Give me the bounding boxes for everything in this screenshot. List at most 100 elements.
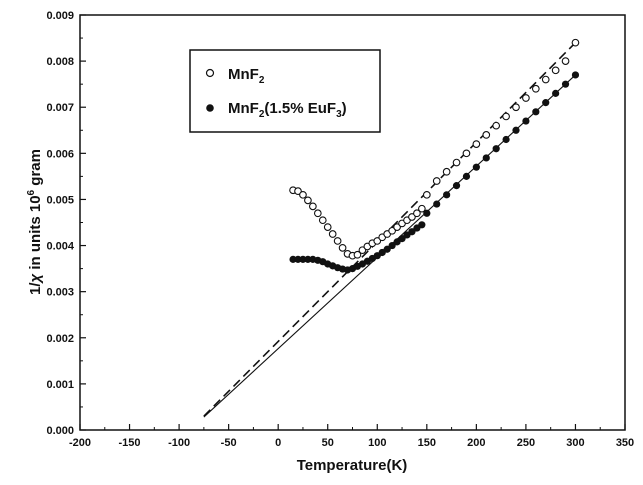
legend-2-sub: 2	[259, 109, 265, 120]
filled-circle-point	[482, 154, 490, 162]
legend-filled-circle-marker	[206, 104, 214, 112]
x-tick-label: 0	[275, 437, 281, 449]
x-tick-label: 250	[517, 437, 535, 449]
open-circle-point	[328, 230, 337, 238]
open-circle-point	[388, 226, 396, 235]
filled-circle-point	[472, 163, 480, 171]
x-tick-label: 150	[418, 437, 436, 449]
legend-box	[189, 49, 381, 133]
filled-circle-point	[492, 145, 500, 153]
open-circle-point	[551, 66, 560, 75]
open-circle-point	[309, 202, 317, 211]
y-tick-label: 0.009	[46, 10, 74, 22]
y-tick-label: 0.002	[46, 333, 74, 345]
filled-circle-point	[398, 235, 406, 243]
y-axis-title: 1/χ in units 106 gram	[26, 149, 44, 295]
open-circle-point	[338, 244, 347, 252]
open-circle-point	[561, 57, 570, 65]
open-circle-point	[482, 131, 491, 139]
x-tick-label: 50	[322, 437, 334, 449]
x-tick-label: 300	[566, 437, 584, 449]
open-circle-point	[492, 121, 501, 130]
open-circle-point	[462, 149, 471, 158]
filled-circle-point	[542, 99, 550, 107]
open-circle-point	[522, 94, 530, 102]
filled-circle-point	[502, 135, 510, 144]
filled-circle-point	[452, 182, 461, 190]
x-tick-label: -150	[119, 437, 141, 449]
filled-circle-point	[552, 89, 560, 97]
legend-label-mnf2: MnF2	[228, 66, 265, 86]
y-tick-label: 0.004	[46, 241, 74, 253]
filled-circle-point	[418, 221, 426, 229]
legend-1-base: MnF	[228, 66, 259, 83]
open-circle-point	[502, 112, 510, 121]
open-circle-point	[353, 250, 362, 259]
x-tick-label: 350	[616, 437, 634, 449]
open-circle-point	[422, 190, 431, 199]
filled-circle-point	[294, 255, 302, 263]
open-circle-point	[472, 140, 481, 148]
legend-label-mnf2-eu: MnF2(1.5% EuF3)	[228, 100, 347, 120]
y-tick-label: 0.003	[46, 287, 74, 299]
x-tick-label: -50	[221, 437, 237, 449]
x-tick-label: -100	[168, 437, 190, 449]
legend-open-circle-marker	[205, 68, 215, 78]
open-circle-point	[358, 246, 367, 255]
y-label-exponent: 6	[26, 189, 37, 195]
open-circle-point	[531, 84, 540, 93]
filled-circle-point	[423, 209, 431, 217]
open-circle-point	[393, 223, 401, 231]
filled-circle-point	[443, 191, 451, 199]
open-circle-point	[294, 187, 302, 195]
open-circle-point	[418, 204, 426, 213]
axis-ticks: -200 -150 -100 -50 0 50 100 150 200 250 300 350 0.00…	[46, 10, 634, 449]
y-label-suffix: gram	[27, 149, 44, 190]
y-tick-label: 0.005	[46, 194, 74, 206]
filled-circle-point	[388, 241, 396, 250]
legend-1-sub: 2	[259, 75, 265, 86]
legend-2-rest: (1.5% EuF	[264, 100, 336, 117]
filled-circle-point	[561, 80, 570, 88]
legend-2-rest2: )	[342, 100, 347, 117]
open-circle-point	[512, 103, 520, 112]
filled-circle-point	[383, 245, 391, 253]
filled-circle-point	[532, 108, 540, 116]
open-circle-point	[571, 38, 580, 47]
data-series	[289, 38, 580, 274]
filled-circle-point	[512, 126, 520, 134]
open-circle-point	[299, 190, 307, 199]
legend: MnF2 MnF2(1.5% EuF3)	[189, 49, 381, 133]
open-circle-point	[432, 177, 441, 185]
legend-2-base: MnF	[228, 100, 259, 117]
y-label-chi: χ	[27, 272, 44, 284]
x-tick-label: 200	[467, 437, 485, 449]
open-circle-point	[373, 237, 382, 245]
filled-circle-point	[433, 200, 441, 208]
filled-circle-point	[571, 71, 580, 79]
y-tick-label: 0.007	[46, 102, 74, 114]
y-tick-label: 0.008	[46, 56, 74, 68]
x-axis-title: Temperature(K)	[297, 457, 408, 474]
open-circle-point	[541, 75, 550, 84]
x-tick-label: -200	[69, 437, 91, 449]
y-label-prefix: 1/	[27, 282, 44, 295]
filled-circle-point	[299, 255, 307, 263]
open-circle-point	[442, 167, 451, 176]
open-circle-point	[333, 237, 342, 245]
open-circle-point	[413, 209, 421, 218]
filled-circle-point	[522, 117, 530, 125]
filled-circle-point	[408, 228, 416, 236]
legend-2-sub2: 3	[336, 109, 342, 120]
y-label-middle: in units 10	[27, 195, 44, 273]
open-circle-point	[304, 196, 312, 205]
open-circle-point	[313, 209, 322, 218]
x-tick-label: 100	[368, 437, 386, 449]
open-circle-point	[318, 216, 327, 225]
y-tick-label: 0.001	[46, 379, 74, 391]
filled-circle-point	[289, 255, 297, 263]
open-circle-point	[323, 223, 332, 231]
open-circle-point	[408, 213, 416, 221]
